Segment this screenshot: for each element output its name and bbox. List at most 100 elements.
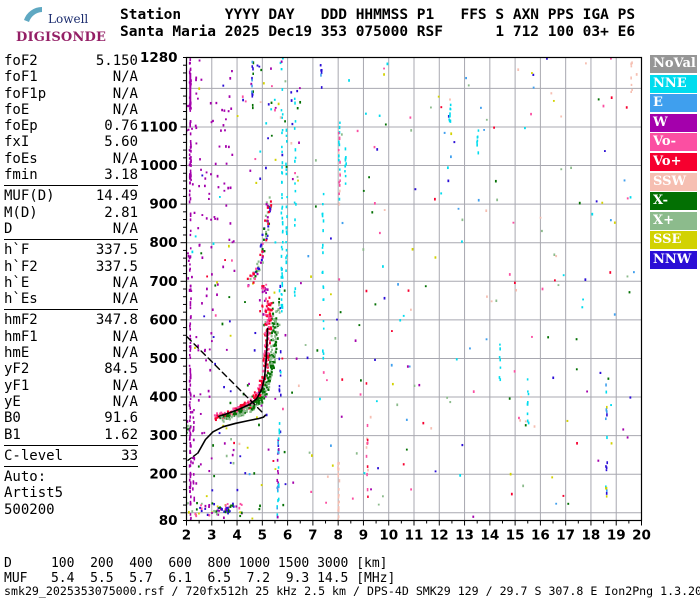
param-row-mufd: MUF(D) 14.49 — [4, 188, 138, 204]
param-label: 500200 — [4, 501, 55, 518]
param-value: N/A — [112, 85, 138, 102]
left-green-spot — [186, 424, 192, 434]
param-value: 0.76 — [104, 118, 138, 135]
param-row-auto: Auto: — [4, 469, 138, 485]
noise-column — [630, 61, 633, 94]
param-row-d: D N/A — [4, 221, 138, 237]
param-value: 91.6 — [104, 410, 138, 427]
param-label: yE — [4, 393, 21, 410]
param-value: N/A — [112, 101, 138, 118]
echo-points — [186, 57, 638, 521]
param-label: B0 — [4, 410, 21, 427]
rfi-solid-run — [189, 72, 192, 110]
logo-lowell-text: Lowell — [48, 12, 89, 26]
noise-column — [192, 394, 196, 502]
param-label: fmin — [4, 167, 38, 184]
x-axis-label: 16 — [531, 528, 550, 544]
x-axis-label: 10 — [379, 528, 398, 544]
param-value: 84.5 — [104, 361, 138, 378]
param-row-fof1: foF1 N/A — [4, 69, 138, 85]
param-label: MUF(D) — [4, 188, 55, 205]
x-axis-label: 9 — [359, 528, 368, 544]
header-line-values: Santa Maria 2025 Dec19 353 075000 RSF 1 … — [120, 24, 636, 40]
y-axis-label: 900 — [149, 197, 177, 213]
param-label: h`F2 — [4, 258, 38, 275]
param-row-fof2: foF2 5.150 — [4, 53, 138, 69]
legend-item-e: E — [650, 94, 697, 113]
y-axis-label: 500 — [149, 351, 177, 367]
lowell-digisonde-logo: Lowell DIGISONDE — [6, 4, 118, 50]
panel-divider — [4, 444, 138, 446]
param-row-md: M(D) 2.81 — [4, 205, 138, 221]
param-label: D — [4, 220, 13, 237]
legend-item-sse: SSE — [650, 231, 697, 250]
param-label: h`Es — [4, 291, 38, 308]
x-axis-label: 5 — [258, 528, 267, 544]
param-label: hmE — [4, 345, 30, 362]
x-axis-label: 13 — [455, 528, 474, 544]
y-axis-label: 1100 — [140, 119, 178, 135]
fitted-trace-line — [218, 327, 269, 418]
axis-ticks — [180, 57, 642, 526]
param-label: foF1p — [4, 85, 47, 102]
param-row-fmin: fmin 3.18 — [4, 167, 138, 183]
panel-divider — [4, 466, 138, 468]
parameter-panel: foF2 5.150 foF1 N/A foF1p N/A foE N/A foEp 0.76 fx… — [4, 53, 138, 518]
noise-column — [337, 121, 341, 206]
param-value: N/A — [112, 393, 138, 410]
noise-column — [365, 382, 369, 498]
y-axis-label: 600 — [149, 312, 177, 328]
o-fringe — [258, 283, 271, 316]
y-axis-label: 700 — [149, 274, 177, 290]
x-axis-label: 6 — [283, 528, 292, 544]
param-value: 337.5 — [95, 258, 138, 275]
param-row-ye: yE N/A — [4, 394, 138, 410]
top-mid-cluster — [236, 57, 302, 182]
param-value: N/A — [112, 377, 138, 394]
param-value: N/A — [112, 291, 138, 308]
param-value: N/A — [112, 274, 138, 291]
param-value: 2.81 — [104, 204, 138, 221]
mid-speckle — [211, 281, 293, 507]
noise-column — [448, 103, 452, 123]
param-value: N/A — [112, 69, 138, 86]
noise-column — [526, 378, 530, 425]
param-label: foEs — [4, 150, 38, 167]
legend-item-w: W — [650, 113, 697, 132]
param-label: foF2 — [4, 53, 38, 69]
param-value: 337.5 — [95, 242, 138, 259]
param-label: foEp — [4, 118, 38, 135]
param-row-hf: h`F 337.5 — [4, 242, 138, 258]
global-speckle — [191, 57, 638, 520]
param-row-b0: B0 91.6 — [4, 410, 138, 426]
param-row-foe: foE N/A — [4, 102, 138, 118]
param-row-fof1p: foF1p N/A — [4, 86, 138, 102]
param-row-yf1: yF1 N/A — [4, 378, 138, 394]
param-label: foE — [4, 101, 30, 118]
x-axis-label: 15 — [506, 528, 525, 544]
y-axis-label: 300 — [149, 428, 177, 444]
noise-column — [344, 147, 347, 185]
legend-item-x: X- — [650, 192, 697, 211]
magenta-cloud-lo — [186, 332, 213, 485]
y-axis-label: 1280 — [140, 50, 178, 66]
x-axis-label: 2 — [182, 528, 191, 544]
o-mode-trace — [213, 300, 273, 422]
param-value: 1.62 — [104, 426, 138, 443]
param-row-b1: B1 1.62 — [4, 427, 138, 443]
noise-column — [476, 129, 480, 155]
noise-column — [276, 437, 280, 519]
x-fringe — [271, 297, 281, 340]
param-label: foF1 — [4, 69, 38, 86]
legend-item-vo: Vo+ — [650, 152, 697, 171]
y-axis-label: 400 — [149, 390, 177, 406]
distance-row: D 100 200 400 600 800 1000 1500 3000 [km… — [4, 556, 388, 571]
noise-column — [251, 60, 255, 110]
param-row-hes: h`Es N/A — [4, 291, 138, 307]
legend-item-x: X+ — [650, 211, 697, 230]
legend-item-nne: NNE — [650, 74, 697, 93]
x-axis-label: 12 — [430, 528, 449, 544]
param-label: fxI — [4, 134, 30, 151]
param-label: Artist5 — [4, 485, 64, 502]
